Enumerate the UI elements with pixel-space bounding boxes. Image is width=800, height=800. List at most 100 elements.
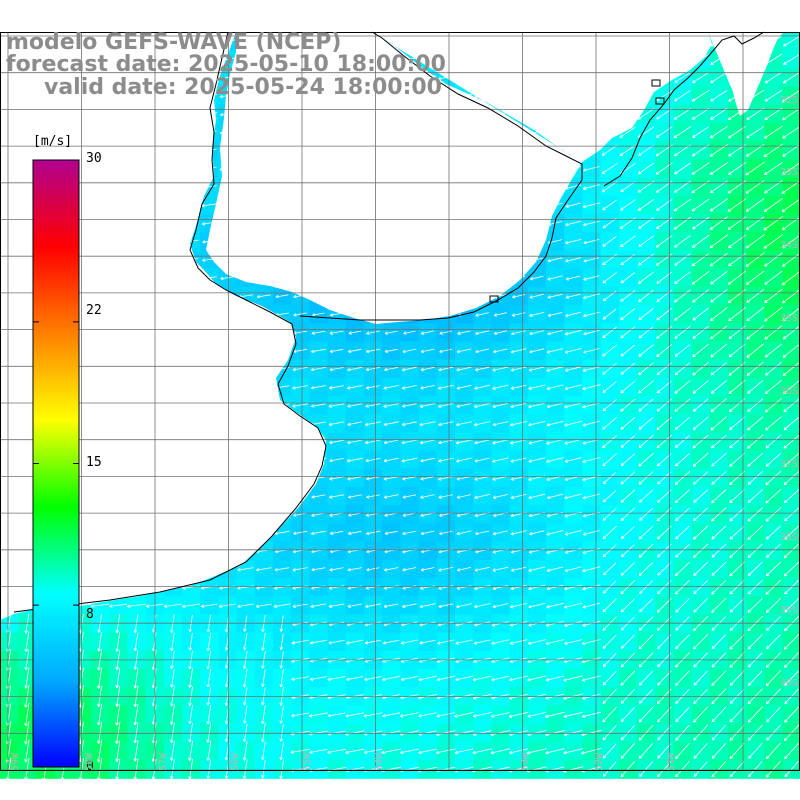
wind-arrow-head bbox=[383, 404, 387, 407]
wind-arrow bbox=[512, 312, 526, 316]
wind-arrow bbox=[475, 366, 490, 371]
wind-arrow-head bbox=[582, 459, 586, 463]
wind-arrow-head bbox=[656, 428, 660, 431]
wind-cell bbox=[728, 123, 747, 142]
wind-arrow bbox=[528, 384, 546, 390]
wind-arrow bbox=[710, 307, 728, 321]
wind-arrow bbox=[764, 125, 783, 139]
wind-arrow-head bbox=[492, 442, 496, 445]
wind-arrow-head bbox=[546, 441, 550, 444]
wind-arrow-head bbox=[365, 424, 369, 427]
wind-arrow bbox=[638, 326, 654, 339]
wind-arrow-head bbox=[621, 464, 625, 466]
wind-arrow-head bbox=[728, 392, 732, 394]
wind-arrow-head bbox=[293, 314, 297, 317]
wind-arrow-head bbox=[602, 391, 606, 393]
wind-arrow-head bbox=[728, 153, 731, 157]
wind-arrow bbox=[746, 198, 765, 212]
wind-arrow-head bbox=[692, 445, 695, 449]
wind-arrow-head bbox=[783, 447, 787, 449]
wind-arrow bbox=[456, 348, 472, 353]
wind-arrow-head bbox=[745, 190, 748, 194]
wind-arrow-head bbox=[747, 390, 749, 394]
wind-cell bbox=[746, 341, 765, 361]
wind-arrow bbox=[311, 385, 326, 389]
wind-arrow-head bbox=[583, 315, 587, 318]
wind-arrow bbox=[602, 235, 617, 247]
wind-arrow-head bbox=[692, 79, 695, 83]
wind-arrow-head bbox=[619, 152, 622, 156]
wind-arrow bbox=[620, 416, 636, 430]
wind-arrow-head bbox=[492, 424, 496, 427]
wind-arrow bbox=[312, 312, 325, 316]
wind-cell bbox=[637, 414, 656, 433]
wind-arrow bbox=[365, 421, 381, 426]
wind-arrow-head bbox=[602, 298, 605, 302]
wind-arrow bbox=[709, 252, 728, 267]
wind-arrow bbox=[675, 453, 690, 467]
wind-arrow-head bbox=[728, 263, 731, 267]
wind-arrow-head bbox=[727, 226, 730, 230]
wind-arrow-head bbox=[293, 349, 297, 353]
wind-arrow-head bbox=[602, 206, 605, 210]
wind-arrow bbox=[620, 290, 636, 302]
wind-cell bbox=[618, 323, 638, 342]
wind-arrow bbox=[602, 272, 617, 284]
wind-arrow-head bbox=[348, 331, 352, 334]
wind-arrow bbox=[692, 144, 710, 157]
wind-arrow-head bbox=[746, 372, 749, 376]
wind-arrow-head bbox=[475, 367, 478, 371]
wind-cell bbox=[709, 104, 729, 124]
wind-arrow-head bbox=[311, 387, 315, 390]
wind-arrow-head bbox=[348, 349, 351, 353]
wind-arrow-head bbox=[384, 460, 388, 463]
wind-arrow bbox=[456, 457, 472, 462]
wind-cell bbox=[764, 359, 784, 379]
wind-arrow-head bbox=[330, 313, 333, 316]
wind-arrow-head bbox=[710, 390, 713, 394]
wind-arrow bbox=[709, 216, 728, 230]
wind-arrow-head bbox=[547, 295, 551, 298]
wind-cell bbox=[746, 214, 765, 233]
wind-arrow-head bbox=[564, 425, 568, 427]
wind-cell bbox=[655, 396, 674, 415]
wind-arrow-head bbox=[601, 188, 605, 192]
wind-arrow-head bbox=[493, 331, 497, 335]
wind-arrow bbox=[602, 453, 617, 467]
wind-arrow-head bbox=[438, 440, 442, 444]
wind-arrow-head bbox=[746, 354, 749, 358]
wind-arrow-head bbox=[546, 404, 550, 408]
wind-arrow-head bbox=[674, 299, 676, 303]
wind-cell bbox=[709, 159, 729, 179]
wind-arrow bbox=[673, 108, 692, 120]
wind-arrow-head bbox=[620, 188, 623, 192]
wind-arrow-head bbox=[711, 374, 715, 376]
wind-cell bbox=[728, 614, 747, 634]
wind-arrow-head bbox=[620, 353, 623, 357]
wind-arrow bbox=[638, 417, 654, 430]
wind-arrow-head bbox=[746, 338, 750, 340]
wind-arrow bbox=[494, 312, 507, 316]
wind-arrow bbox=[439, 330, 453, 334]
wind-arrow-head bbox=[564, 406, 568, 409]
wind-arrow-head bbox=[765, 374, 769, 376]
wind-arrow-head bbox=[402, 369, 406, 372]
wind-arrow-head bbox=[583, 259, 587, 262]
wind-arrow-head bbox=[620, 282, 625, 284]
wind-arrow-head bbox=[292, 404, 296, 407]
wind-arrow-head bbox=[656, 116, 659, 120]
wind-cell bbox=[728, 341, 747, 361]
wind-arrow-head bbox=[474, 404, 477, 408]
wind-arrow-head bbox=[547, 333, 551, 336]
wind-arrow-head bbox=[747, 410, 751, 412]
wind-arrow-head bbox=[765, 445, 768, 449]
wind-arrow-head bbox=[347, 367, 351, 371]
wind-arrow bbox=[674, 235, 691, 248]
wind-cell bbox=[728, 359, 747, 379]
wind-arrow-head bbox=[583, 170, 587, 172]
wind-arrow-head bbox=[620, 391, 624, 394]
wind-cell bbox=[637, 359, 656, 379]
wind-arrow bbox=[438, 457, 454, 462]
wind-arrow bbox=[383, 385, 399, 389]
wind-cell bbox=[637, 286, 656, 306]
